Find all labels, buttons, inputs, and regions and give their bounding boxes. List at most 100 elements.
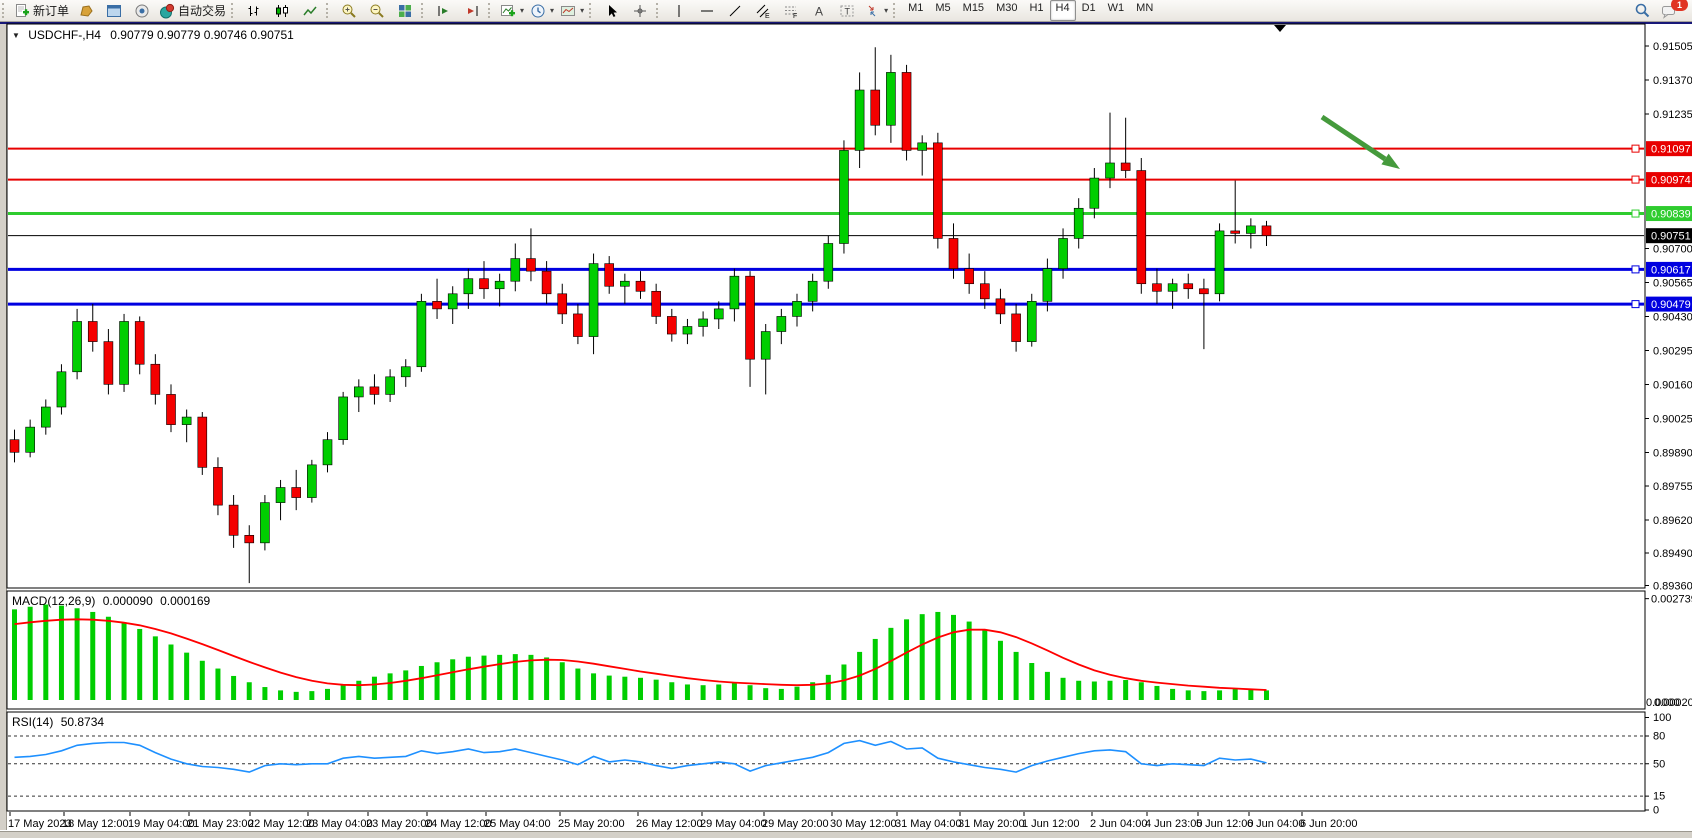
vertical-line-button[interactable] (665, 0, 693, 21)
chevron-down-icon: ▾ (520, 6, 525, 15)
navigator-icon (134, 3, 150, 19)
toolbar-grip[interactable] (589, 3, 595, 18)
toolbar-grip[interactable] (2, 3, 8, 18)
window-bottom-border (0, 831, 1692, 838)
chart-shift-button[interactable] (458, 0, 486, 21)
timeframe-MN[interactable]: MN (1136, 2, 1154, 14)
svg-text:0.90295: 0.90295 (1653, 345, 1692, 357)
svg-text:0.0000: 0.0000 (1646, 697, 1680, 709)
timeframe-M15[interactable]: M15 (962, 2, 985, 14)
svg-text:0.90617: 0.90617 (1651, 264, 1691, 276)
auto-trading-button[interactable]: 自动交易 (156, 0, 229, 21)
cursor-button[interactable] (598, 0, 626, 21)
annotation-arrow[interactable] (1320, 114, 1387, 162)
svg-text:T: T (845, 6, 851, 16)
timeframe-M1[interactable]: M1 (908, 2, 924, 14)
auto-scroll-button[interactable] (430, 0, 458, 21)
horizontal-line-button[interactable] (693, 0, 721, 21)
new-order-button[interactable]: 新订单 (11, 0, 72, 21)
svg-text:6 Jun 04:00: 6 Jun 04:00 (1247, 818, 1305, 830)
market-watch-button[interactable] (100, 0, 128, 21)
svg-text:21 May 23:00: 21 May 23:00 (187, 818, 254, 830)
svg-text:100: 100 (1653, 712, 1671, 724)
toolbar-grip[interactable] (421, 3, 427, 18)
svg-text:15: 15 (1653, 791, 1665, 803)
text-label-button[interactable]: T (833, 0, 861, 21)
zoom-out-icon (369, 3, 385, 19)
svg-text:23 May 20:00: 23 May 20:00 (366, 818, 433, 830)
chart-title: ▼ USDCHF-,H4 0.90779 0.90779 0.90746 0.9… (12, 28, 294, 42)
ohlc-values: 0.90779 0.90779 0.90746 0.90751 (110, 28, 294, 42)
svg-text:22 May 12:00: 22 May 12:00 (248, 818, 315, 830)
svg-text:1 Jun 12:00: 1 Jun 12:00 (1022, 818, 1080, 830)
tile-windows-button[interactable] (391, 0, 419, 21)
vertical-line-icon (671, 3, 687, 19)
zoom-in-button[interactable] (335, 0, 363, 21)
svg-text:0.90565: 0.90565 (1653, 277, 1692, 289)
templates-icon (560, 3, 576, 19)
svg-text:19 May 04:00: 19 May 04:00 (128, 818, 195, 830)
chart-shift-marker[interactable] (1274, 25, 1286, 32)
svg-text:0.89360: 0.89360 (1653, 581, 1692, 593)
periods-icon (530, 3, 546, 19)
profiles-button[interactable] (72, 0, 100, 21)
svg-text:0.89490: 0.89490 (1653, 548, 1692, 560)
text-label-icon: T (839, 3, 855, 19)
trendline-button[interactable] (721, 0, 749, 21)
toolbar: 新订单 自动交易 ▾ ▾ (0, 0, 1692, 22)
fibonacci-icon: F (783, 3, 799, 19)
notification-badge: 1 (1671, 0, 1688, 11)
svg-text:31 May 20:00: 31 May 20:00 (958, 818, 1025, 830)
new-order-label: 新订单 (33, 4, 70, 18)
bar-chart-button[interactable] (240, 0, 268, 21)
svg-text:0.90751: 0.90751 (1651, 231, 1691, 243)
toolbar-grip[interactable] (488, 3, 494, 18)
svg-text:31 May 04:00: 31 May 04:00 (895, 818, 962, 830)
timeframe-M5[interactable]: M5 (935, 2, 951, 14)
svg-text:2 Jun 04:00: 2 Jun 04:00 (1090, 818, 1148, 830)
timeframe-D1[interactable]: D1 (1081, 2, 1096, 14)
crosshair-icon (632, 3, 648, 19)
arrows-icon (864, 3, 880, 19)
svg-text:25 May 04:00: 25 May 04:00 (484, 818, 551, 830)
one-click-trading-toggle-icon[interactable]: ▼ (12, 31, 20, 40)
timeframe-W1[interactable]: W1 (1107, 2, 1125, 14)
toolbar-grip[interactable] (893, 3, 899, 18)
equidistant-channel-button[interactable]: E (749, 0, 777, 21)
svg-text:23 May 04:00: 23 May 04:00 (306, 818, 373, 830)
svg-text:29 May 04:00: 29 May 04:00 (700, 818, 767, 830)
toolbar-grip[interactable] (326, 3, 332, 18)
svg-text:0.89620: 0.89620 (1653, 515, 1692, 527)
arrows-button[interactable]: ▾ (861, 0, 891, 21)
zoom-in-icon (341, 3, 357, 19)
indicators-button[interactable]: ▾ (497, 0, 527, 21)
navigator-button[interactable] (128, 0, 156, 21)
timeframe-H1[interactable]: H1 (1029, 2, 1044, 14)
timeframe-H4[interactable]: H4 (1049, 0, 1076, 21)
templates-button[interactable]: ▾ (557, 0, 587, 21)
svg-text:29 May 20:00: 29 May 20:00 (762, 818, 829, 830)
line-chart-button[interactable] (296, 0, 324, 21)
crosshair-button[interactable] (626, 0, 654, 21)
chevron-down-icon: ▾ (550, 6, 555, 15)
macd-histogram (12, 604, 1269, 700)
text-button[interactable]: A (805, 0, 833, 21)
candlestick-chart-icon (274, 3, 290, 19)
cursor-icon (604, 3, 620, 19)
svg-text:5 Jun 12:00: 5 Jun 12:00 (1196, 818, 1254, 830)
periods-button[interactable]: ▾ (527, 0, 557, 21)
timeframe-group: M1 M5 M15 M30 H1 H4 D1 W1 MN (902, 0, 1159, 21)
toolbar-grip[interactable] (656, 3, 662, 18)
svg-text:17 May 2023: 17 May 2023 (8, 818, 72, 830)
zoom-out-button[interactable] (363, 0, 391, 21)
search-button[interactable] (1628, 0, 1656, 21)
svg-text:0.90430: 0.90430 (1653, 311, 1692, 323)
notifications-button[interactable]: 1 (1656, 0, 1688, 21)
add-indicator-icon (500, 3, 516, 19)
svg-text:4 Jun 23:00: 4 Jun 23:00 (1145, 818, 1203, 830)
candlestick-chart-button[interactable] (268, 0, 296, 21)
toolbar-grip[interactable] (231, 3, 237, 18)
timeframe-M30[interactable]: M30 (996, 2, 1018, 14)
fibonacci-button[interactable]: F (777, 0, 805, 21)
